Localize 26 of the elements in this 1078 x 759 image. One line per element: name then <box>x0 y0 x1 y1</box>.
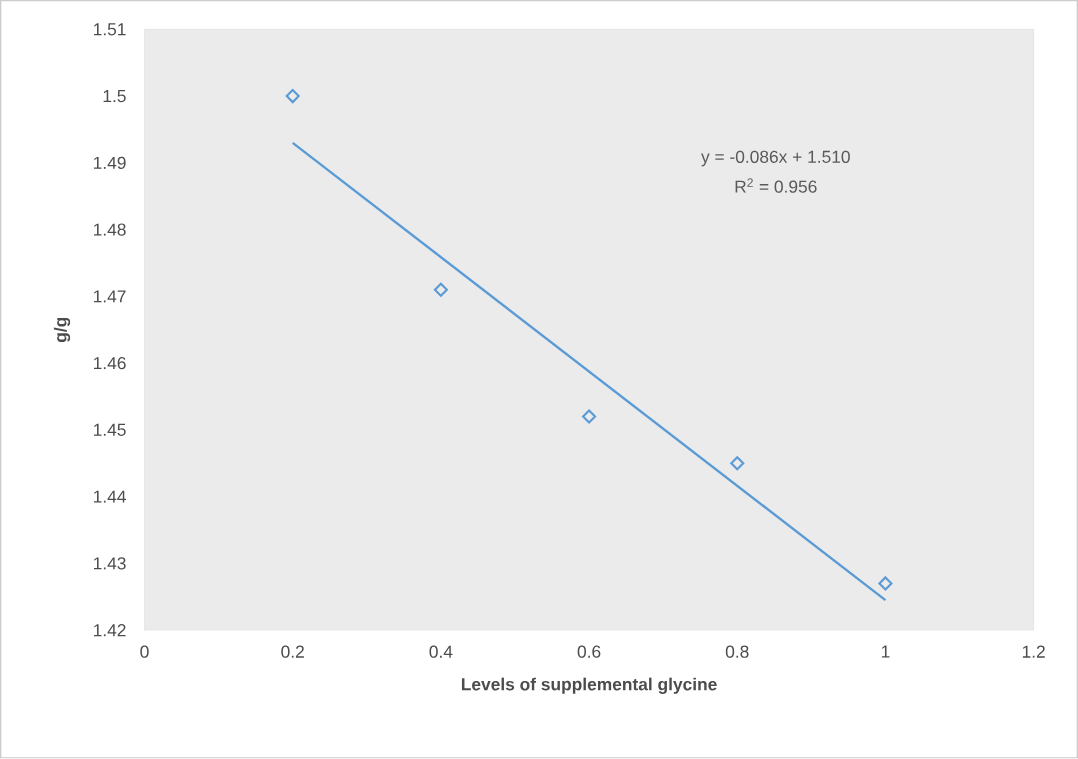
x-tick-label: 1.2 <box>1022 645 1045 658</box>
annotation: R$^{2}$ = 0.956 <box>735 178 817 193</box>
x-tick-label: 0 <box>140 645 149 658</box>
y-tick-label: 1.48 <box>93 223 126 236</box>
y-tick-label: 1.42 <box>93 624 126 637</box>
point <box>730 456 745 471</box>
x-tick-label: 1 <box>881 645 890 658</box>
y-tick-label: 1.44 <box>93 490 126 503</box>
y-tick-label: 1.51 <box>93 23 126 36</box>
y-tick-label: 1.43 <box>93 557 126 570</box>
y-tick-label: 1.46 <box>93 357 126 370</box>
y-tick-label: 1.49 <box>93 156 126 170</box>
point <box>285 89 300 104</box>
x-tick-label: 0.8 <box>725 645 749 658</box>
y-tick-label: 1.47 <box>93 290 126 303</box>
y-axis-title: g/g <box>53 318 71 343</box>
x-tick-label: 0.4 <box>429 645 453 658</box>
x-tick-label: 0.2 <box>281 645 304 658</box>
x-tick-label: 0.6 <box>577 645 601 658</box>
point <box>878 576 893 591</box>
x-axis-title: Levels of supplemental glycine <box>461 677 717 695</box>
point <box>582 409 597 424</box>
y-tick-label: 1.5 <box>103 90 126 103</box>
y-tick-label: 1.45 <box>93 424 126 437</box>
annotation: y = -0.086x + 1.510 <box>701 150 850 167</box>
point <box>433 282 448 297</box>
